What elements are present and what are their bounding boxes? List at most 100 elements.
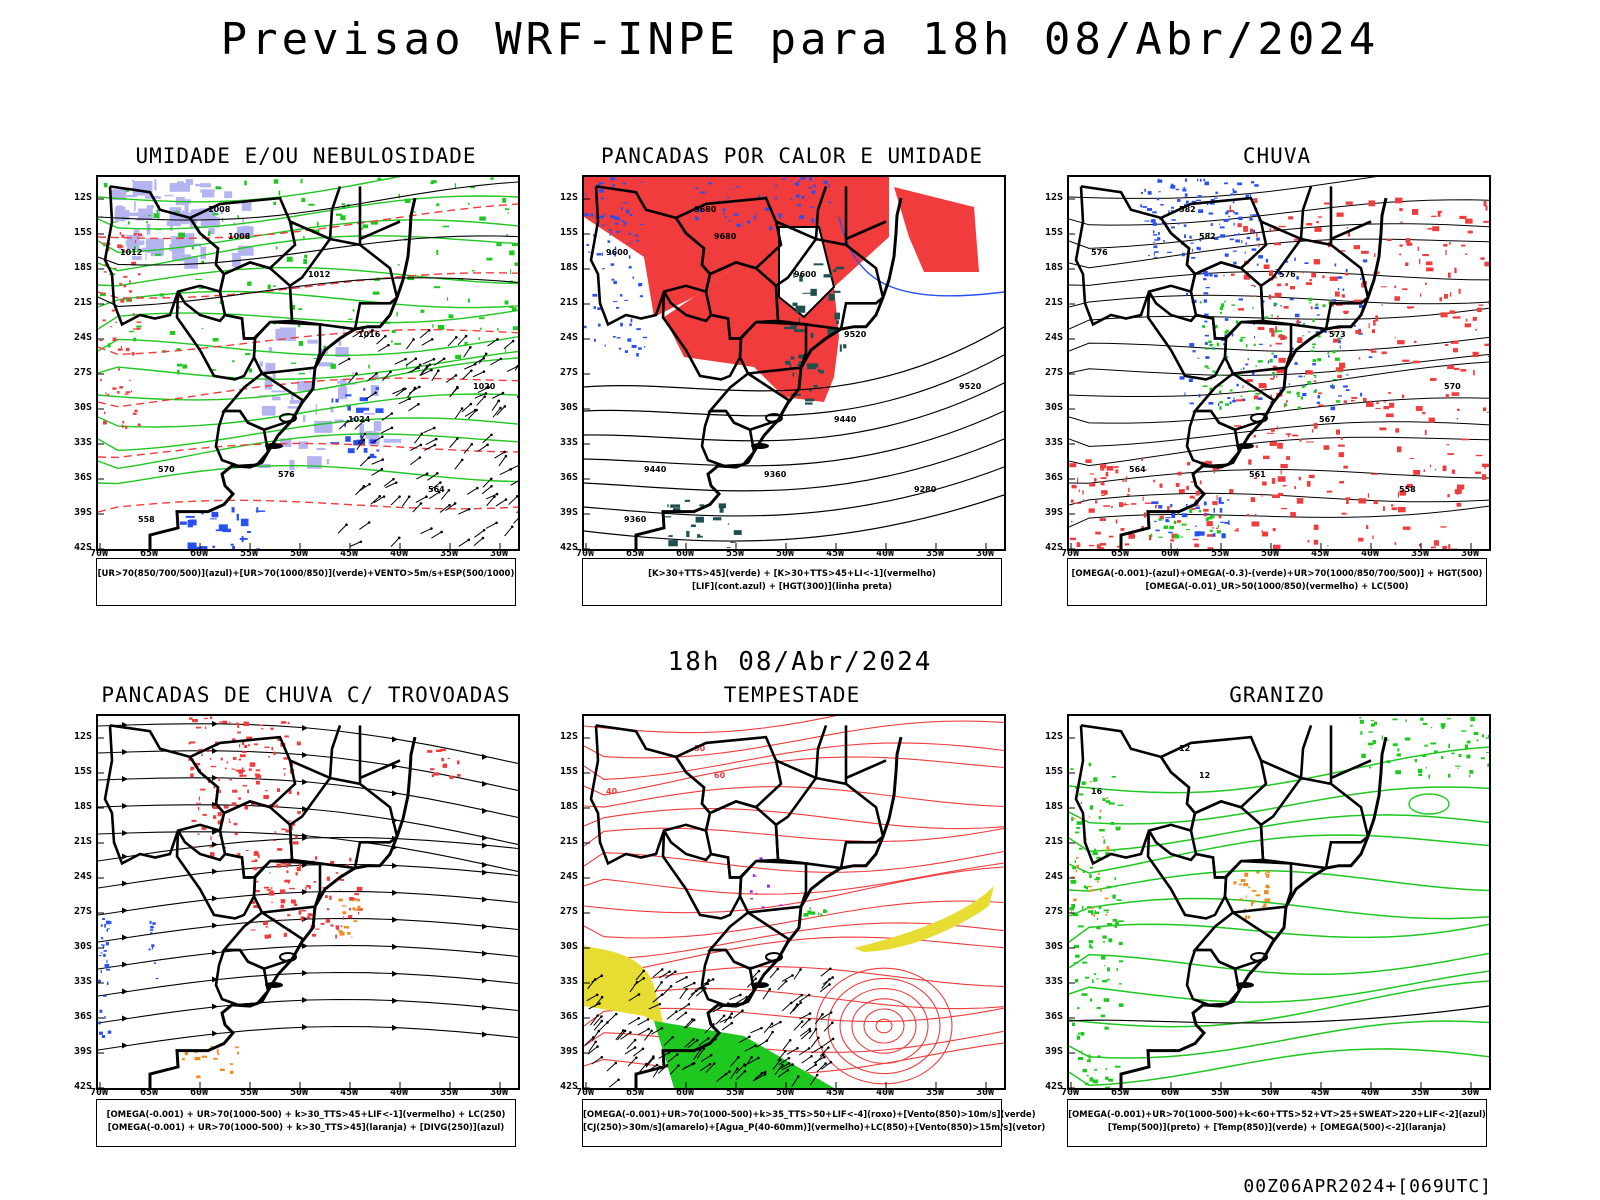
latitude-label: 33S [1044,437,1063,448]
contour-label: 576 [278,470,295,479]
lake [765,951,783,962]
latitude-label: 39S [73,1046,92,1057]
page-title: Previsao WRF-INPE para 18h 08/Abr/2024 [220,14,1380,65]
latitude-label: 15S [73,766,92,777]
convection-area [181,1045,239,1079]
latitude-label: 42S [1044,1081,1063,1092]
latitude-label: 15S [73,227,92,238]
humidity-high-levels-area [330,387,384,459]
latitude-label: 18S [73,262,92,273]
contour-label: 1012 [308,270,330,279]
latitude-label: 36S [1044,1011,1063,1022]
latitude-label: 33S [559,976,578,987]
longitude-label: 30W [975,548,995,559]
border-line [188,735,297,815]
lake [765,412,783,423]
latitude-label: 36S [559,1011,578,1022]
longitude-label: 45W [339,1087,359,1098]
longitude-label: 55W [725,548,745,559]
border-line [1223,859,1293,914]
contour-label: 558 [1399,485,1416,494]
contour-label: 9600 [606,248,629,257]
contour-label: 561 [1249,470,1266,479]
run-info-footer: 00Z06APR2024+[069UTC] [1243,1176,1492,1197]
precipitable-water-contours [875,1018,893,1034]
panel-legend: [OMEGA(-0.001)+UR>70(1000-500)+k>35_TTS>… [582,1099,1045,1147]
longitude-label: 35W [439,548,459,559]
contour-label: 1012 [120,248,142,257]
lake [279,951,297,962]
precipitable-water-contours [584,716,1004,1075]
border-line [1330,220,1372,241]
contour-label: 1008 [228,232,251,241]
border-line [738,320,808,375]
longitude-label: 65W [625,1087,645,1098]
longitude-label: 65W [625,548,645,559]
latitude-label: 33S [559,437,578,448]
contour-label: 9680 [694,205,717,214]
panel-legend: [OMEGA(-0.001) + UR>70(1000-500) + k>30_… [96,1099,516,1147]
longitude-label: 65W [139,548,159,559]
thunderstorm-area [427,748,461,779]
legend-line: [Temp(500)](preto) + [Temp(850)](verde) … [1107,1123,1447,1133]
latitude-label: 15S [559,227,578,238]
longitude-label: 55W [239,1087,259,1098]
longitude-label: 50W [1260,1087,1280,1098]
border-line [252,859,322,914]
border-line [289,185,342,241]
rain-area [1229,197,1489,549]
temperature-850-contours [1069,762,1124,1088]
axis-ticks [98,198,501,549]
latitude-label: 30S [559,402,578,413]
map-panel: 9680 9680 9600 9600 9520 9520 9440 9440 9360 9280… [582,175,1006,551]
lake [751,982,769,989]
latitude-label: 12S [1044,731,1063,742]
longitude-label: 50W [775,1087,795,1098]
contour-label: 570 [158,465,175,474]
panel-title: GRANIZO [1229,683,1325,707]
border-line [1330,759,1372,780]
border-line [774,776,885,870]
latitude-label: 42S [559,542,578,553]
latitude-label: 12S [1044,192,1063,203]
contour-label: 1008 [208,205,231,214]
latitude-label: 42S [73,542,92,553]
latitude-label: 24S [1044,871,1063,882]
map-canvas: 50 60 40 [584,716,1004,1088]
border-line [1192,911,1276,971]
contour-label: 9360 [764,470,787,479]
contour-label: 9680 [714,232,737,241]
border-line [674,196,783,276]
longitude-label: 45W [1310,548,1330,559]
divergence-area [98,918,112,1038]
precipitable-water-contours [827,977,941,1075]
latitude-label: 24S [559,871,578,882]
border-line [775,185,828,241]
border-line [707,372,791,432]
contour-label: 1020 [473,382,496,391]
latitude-label: 27S [1044,367,1063,378]
longitude-label: 70W [575,1087,595,1098]
latitude-label: 15S [1044,766,1063,777]
border-line [1260,185,1313,241]
latitude-label: 36S [73,1011,92,1022]
lake [1250,951,1268,962]
longitude-label: 40W [875,1087,895,1098]
legend-line: [OMEGA(-0.001)+UR>70(1000-500)+k>35_TTS>… [583,1110,1036,1120]
wind-850-area [803,907,828,917]
longitude-label: 60W [189,1087,209,1098]
border-line [845,220,887,241]
latitude-label: 21S [559,836,578,847]
latitude-label: 30S [73,402,92,413]
border-line [1259,237,1370,331]
lake [265,443,283,450]
latitude-label: 21S [1044,297,1063,308]
longitude-label: 50W [289,548,309,559]
contour-label: 9520 [844,330,867,339]
precipitable-water-contours [815,967,953,1085]
longitude-label: 40W [389,548,409,559]
omega-500-area [1071,781,1110,917]
longitude-label: 30W [975,1087,995,1098]
longitude-label: 50W [289,1087,309,1098]
lifted-index-contours [584,177,648,357]
